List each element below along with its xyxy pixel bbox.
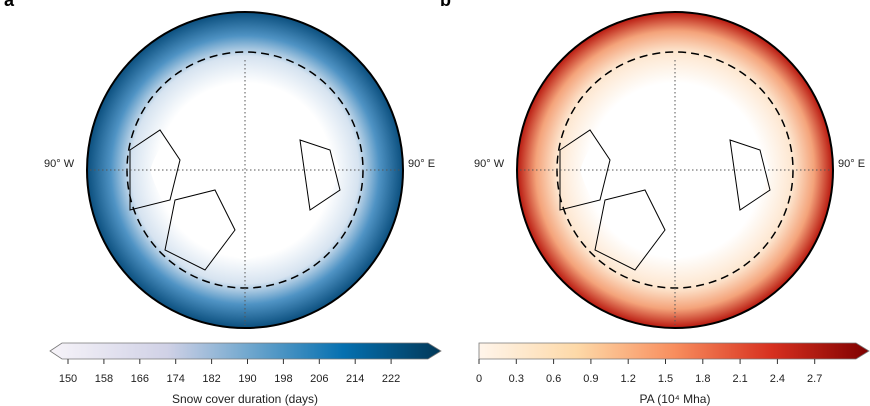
- colorbar-tick-label: 214: [346, 373, 365, 385]
- colorbar-tick-label: 166: [130, 373, 149, 385]
- map-pa: [516, 11, 834, 329]
- colorbar-tick-label: 2.1: [732, 373, 748, 385]
- colorbar-tick-label: 222: [381, 373, 401, 385]
- colorbar-tick-label: 158: [94, 373, 114, 385]
- colorbar-tick-label: 0.6: [545, 373, 562, 385]
- colorbar-tick-label: 0.9: [583, 373, 599, 385]
- colorbar-tick-label: 150: [58, 373, 78, 385]
- map-snow-cover: [86, 11, 404, 329]
- panel-label-a: a: [4, 0, 15, 10]
- colorbar-tickmarks: [67, 359, 816, 364]
- colorbar-tick-label: 1.5: [657, 373, 674, 385]
- colorbar-tick-label: 182: [202, 373, 221, 385]
- colorbar-tick-label: 1.2: [620, 373, 636, 385]
- colorbar-tick-label: 2.7: [807, 373, 823, 385]
- colorbar-tick-label: 190: [238, 373, 257, 385]
- lon-label-west-b: 90° W: [474, 158, 505, 170]
- colorbar-tick-label: 1.8: [695, 373, 711, 385]
- colorbar-tick-label: 0.3: [508, 373, 524, 385]
- colorbar-pa: [478, 342, 870, 360]
- panel-label-b: b: [440, 0, 451, 10]
- colorbar-tick-label: 0: [475, 373, 483, 385]
- lon-label-west-a: 90° W: [44, 158, 75, 170]
- colorbar-tick-label: 206: [310, 373, 329, 385]
- lon-label-east-a: 90° E: [408, 158, 436, 170]
- colorbar-snow-title: Snow cover duration (days): [171, 392, 319, 406]
- colorbar-snow: [49, 342, 442, 360]
- colorbar-pa-title: PA (10⁴ Mha): [639, 392, 711, 406]
- lon-label-east-b: 90° E: [838, 158, 866, 170]
- colorbar-tick-label: 174: [166, 373, 185, 385]
- colorbar-tick-label: 2.4: [769, 373, 786, 385]
- colorbar-tick-label: 198: [274, 373, 293, 385]
